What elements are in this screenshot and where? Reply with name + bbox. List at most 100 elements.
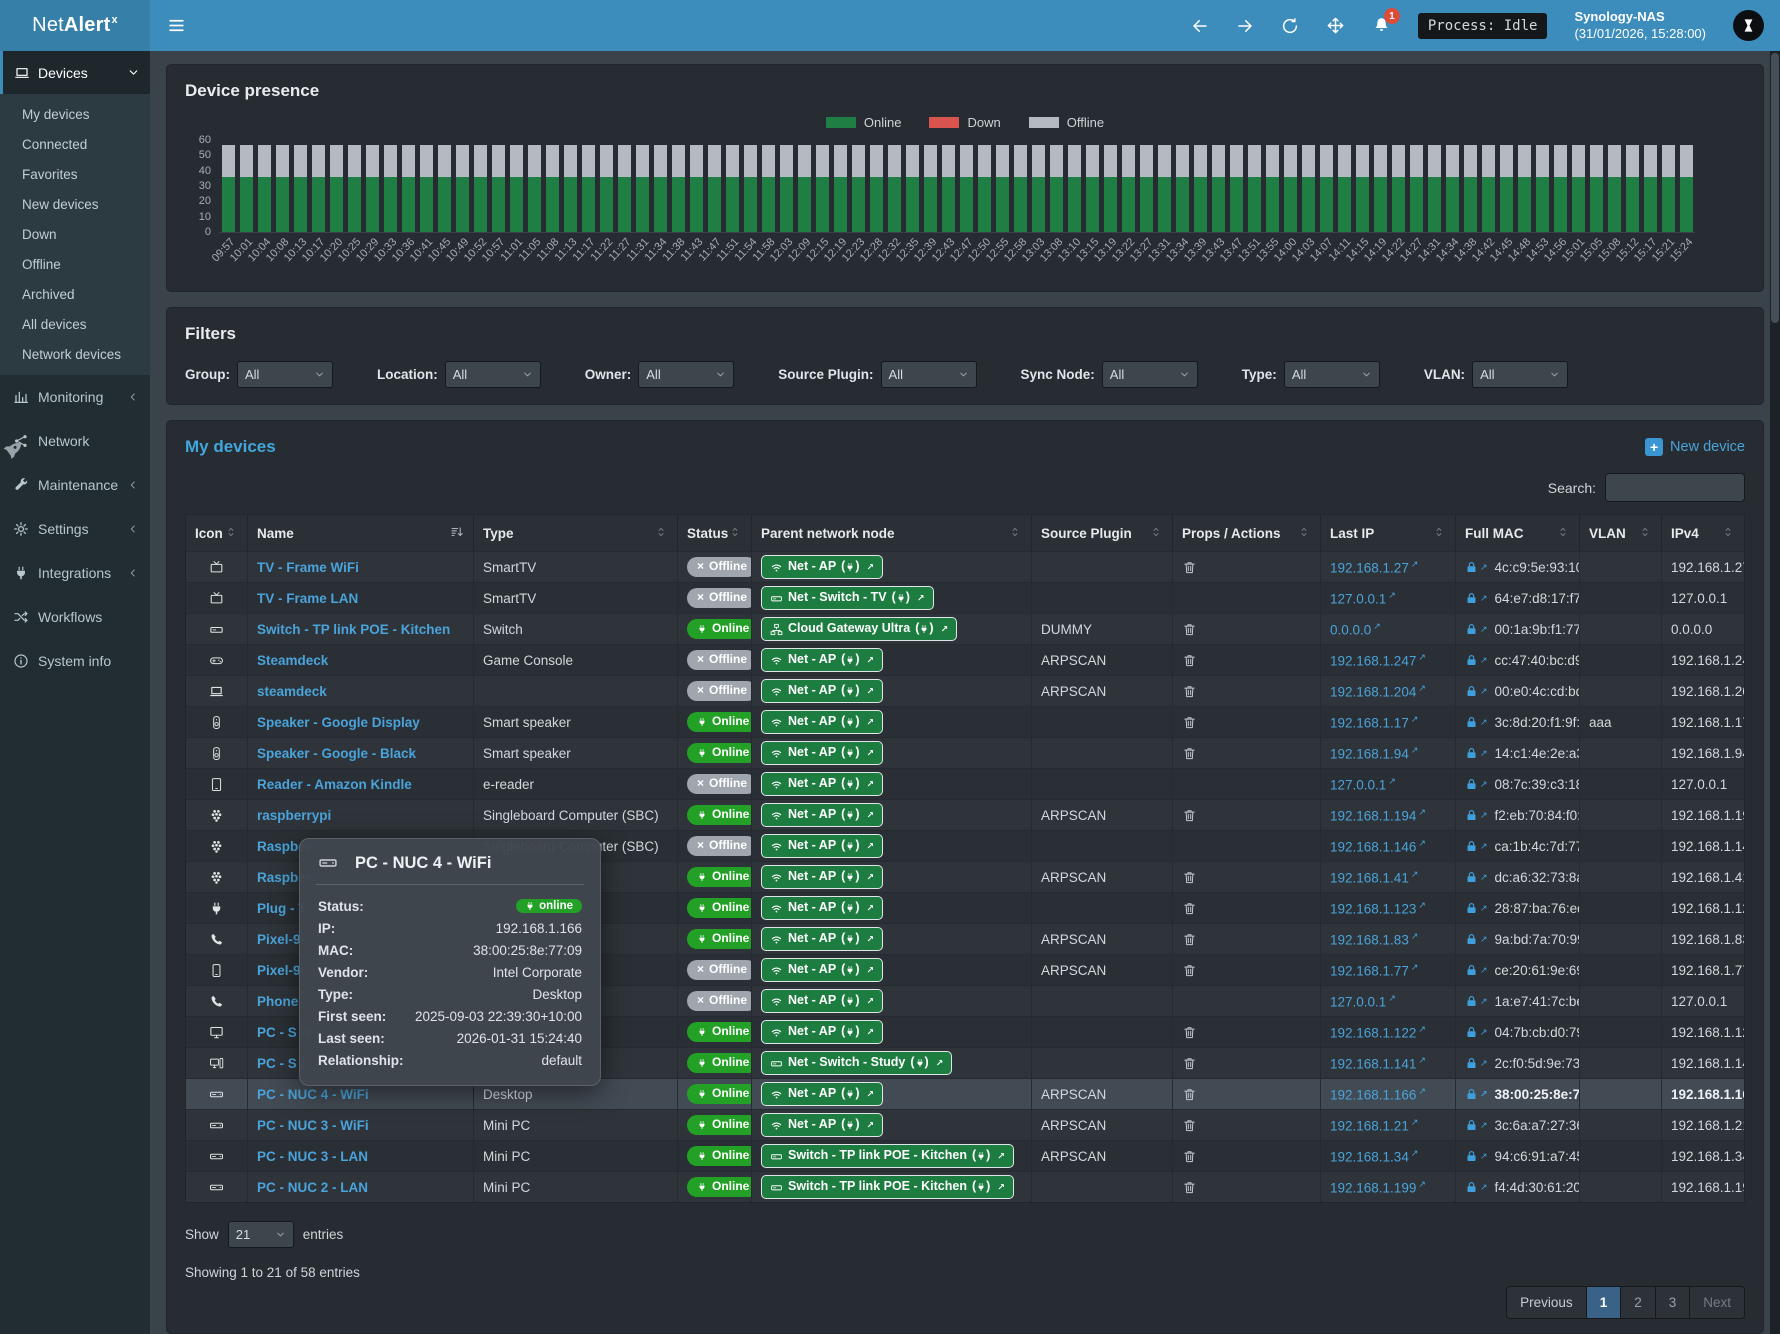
parent-node-badge[interactable]: Net - Switch - TV() ↗ [761,586,934,610]
sidebar-item-devices[interactable]: Devices [0,51,150,94]
delete-device-button[interactable] [1182,622,1197,637]
device-name-link[interactable]: Speaker - Google Display [257,714,420,730]
sidebar-item-network[interactable]: Network [0,419,150,463]
lock-button[interactable]: ↗ [1465,809,1488,822]
delete-device-button[interactable] [1182,870,1197,885]
sidebar-subitem-my-devices[interactable]: My devices [22,106,90,122]
lock-button[interactable]: ↗ [1465,654,1488,667]
device-name-link[interactable]: Phone - [257,993,307,1009]
last-ip-link[interactable]: 192.168.1.17 ↗ [1330,713,1419,731]
device-name-link[interactable]: TV - Frame LAN [257,590,359,606]
sidebar-subitem-archived[interactable]: Archived [22,286,75,302]
parent-node-badge[interactable]: Net - AP() ↗ [761,1113,884,1137]
last-ip-link[interactable]: 192.168.1.77 ↗ [1330,961,1419,979]
last-ip-link[interactable]: 192.168.1.146 ↗ [1330,837,1426,855]
delete-device-button[interactable] [1182,808,1197,823]
column-header-ipv4[interactable]: IPv4 [1662,515,1744,551]
lock-button[interactable]: ↗ [1465,716,1488,729]
fullscreen-move-button[interactable] [1326,16,1345,35]
lock-button[interactable]: ↗ [1465,623,1488,636]
filter-select[interactable]: All [1472,361,1569,388]
parent-node-badge[interactable]: Net - AP() ↗ [761,865,884,889]
lock-button[interactable]: ↗ [1465,592,1488,605]
device-name-link[interactable]: Speaker - Google - Black [257,745,417,761]
delete-device-button[interactable] [1182,932,1197,947]
device-name-link[interactable]: Plug - T [257,900,307,916]
column-header-status[interactable]: Status [678,515,752,551]
column-header-icon[interactable]: Icon [186,515,248,551]
sidebar-item-integrations[interactable]: Integrations [0,551,150,595]
device-name-link[interactable]: PC - S L [257,1055,309,1071]
last-ip-link[interactable]: 127.0.0.1 ↗ [1330,775,1396,793]
parent-node-badge[interactable]: Net - AP() ↗ [761,896,884,920]
device-name-link[interactable]: Switch - TP link POE - Kitchen [257,621,451,637]
lock-button[interactable]: ↗ [1465,1057,1488,1070]
new-device-button[interactable]: + New device [1645,438,1745,456]
device-name-link[interactable]: raspberrypi [257,807,332,823]
device-name-link[interactable]: PC - NUC 2 - LAN [257,1179,368,1195]
lock-button[interactable]: ↗ [1465,1150,1488,1163]
last-ip-link[interactable]: 192.168.1.194 ↗ [1330,806,1426,824]
last-ip-link[interactable]: 192.168.1.34 ↗ [1330,1147,1419,1165]
column-header-name[interactable]: Name [248,515,474,551]
lock-button[interactable]: ↗ [1465,561,1488,574]
parent-node-badge[interactable]: Net - AP() ↗ [761,927,884,951]
device-name-link[interactable]: Steamdeck [257,652,329,668]
sidebar-item-settings[interactable]: Settings [0,507,150,551]
lock-button[interactable]: ↗ [1465,1119,1488,1132]
last-ip-link[interactable]: 192.168.1.27 ↗ [1330,558,1419,576]
column-header-vlan[interactable]: VLAN [1580,515,1662,551]
pagination-page-3[interactable]: 3 [1655,1287,1691,1318]
filter-select[interactable]: All [444,361,541,388]
device-name-link[interactable]: PC - NUC 3 - WiFi [257,1117,369,1133]
parent-node-badge[interactable]: Net - AP() ↗ [761,710,884,734]
column-header-full-mac[interactable]: Full MAC [1456,515,1580,551]
filter-select[interactable]: All [880,361,977,388]
delete-device-button[interactable] [1182,901,1197,916]
parent-node-badge[interactable]: Net - Switch - Study() ↗ [761,1051,953,1075]
delete-device-button[interactable] [1182,1149,1197,1164]
lock-button[interactable]: ↗ [1465,840,1488,853]
page-scrollbar[interactable] [1770,51,1780,1334]
delete-device-button[interactable] [1182,1056,1197,1071]
device-name-link[interactable]: PC - S w [257,1024,312,1040]
last-ip-link[interactable]: 192.168.1.141 ↗ [1330,1054,1426,1072]
delete-device-button[interactable] [1182,715,1197,730]
sidebar-item-maintenance[interactable]: Maintenance [0,463,150,507]
sidebar-item-monitoring[interactable]: Monitoring [0,375,150,419]
parent-node-badge[interactable]: Switch - TP link POE - Kitchen() ↗ [761,1144,1014,1168]
lock-button[interactable]: ↗ [1465,902,1488,915]
lock-button[interactable]: ↗ [1465,871,1488,884]
delete-device-button[interactable] [1182,1118,1197,1133]
parent-node-badge[interactable]: Net - AP() ↗ [761,741,884,765]
device-name-link[interactable]: Pixel-9- [257,931,306,947]
sidebar-subitem-network-devices[interactable]: Network devices [22,346,122,362]
lock-button[interactable]: ↗ [1465,964,1488,977]
lock-button[interactable]: ↗ [1465,747,1488,760]
delete-device-button[interactable] [1182,684,1197,699]
last-ip-link[interactable]: 192.168.1.166 ↗ [1330,1085,1426,1103]
refresh-button[interactable] [1281,17,1299,35]
entries-per-page-select[interactable]: 21 [227,1221,294,1248]
parent-node-badge[interactable]: Net - AP() ↗ [761,679,884,703]
delete-device-button[interactable] [1182,963,1197,978]
last-ip-link[interactable]: 192.168.1.123 ↗ [1330,899,1426,917]
filter-select[interactable]: All [1101,361,1198,388]
filter-select[interactable]: All [237,361,333,388]
sidebar-item-workflows[interactable]: Workflows [0,595,150,639]
last-ip-link[interactable]: 192.168.1.94 ↗ [1330,744,1419,762]
sidebar-subitem-new-devices[interactable]: New devices [22,196,99,212]
device-name-link[interactable]: PC - NUC 4 - WiFi [257,1086,369,1102]
parent-node-badge[interactable]: Switch - TP link POE - Kitchen() ↗ [761,1175,1014,1199]
device-name-link[interactable]: Pixel-9- [257,962,306,978]
lock-button[interactable]: ↗ [1465,1181,1488,1194]
lock-button[interactable]: ↗ [1465,995,1488,1008]
scrollbar-thumb[interactable] [1771,53,1779,323]
parent-node-badge[interactable]: Net - AP() ↗ [761,1082,884,1106]
nav-back-button[interactable] [1191,17,1209,35]
sidebar-subitem-offline[interactable]: Offline [22,256,61,272]
column-header-parent-network-node[interactable]: Parent network node [752,515,1032,551]
parent-node-badge[interactable]: Cloud Gateway Ultra() ↗ [761,617,958,641]
pagination-next-button[interactable]: Next [1690,1287,1744,1318]
last-ip-link[interactable]: 0.0.0.0 ↗ [1330,620,1381,638]
